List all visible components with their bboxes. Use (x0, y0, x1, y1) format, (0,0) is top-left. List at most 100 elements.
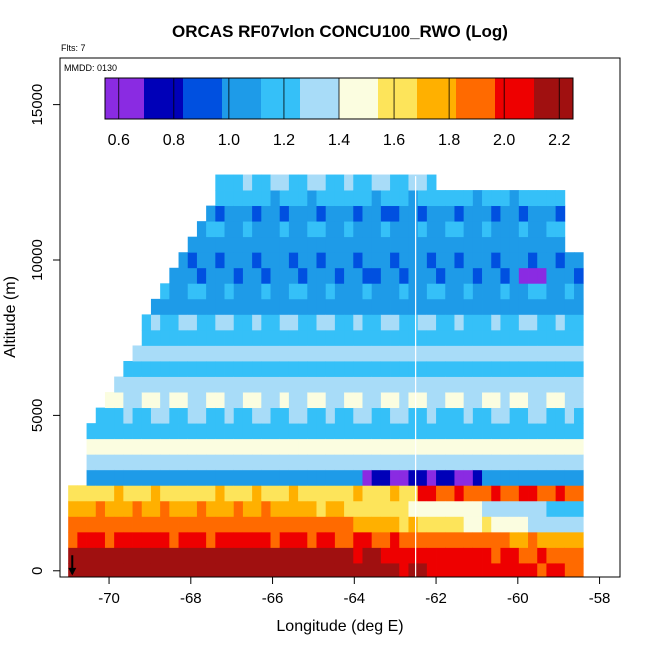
heatmap-cell (528, 190, 538, 207)
heatmap-cell (206, 438, 216, 455)
colorbar-tick-label: 2.0 (493, 132, 515, 149)
heatmap-cell (178, 500, 189, 517)
heatmap-cell (371, 329, 382, 346)
heatmap-cell (362, 438, 373, 455)
heatmap-cell (123, 563, 133, 577)
heatmap-cell (206, 376, 216, 393)
heatmap-cell (307, 392, 317, 409)
heatmap-cell (426, 500, 437, 517)
colorbar-tick-label: 0.8 (163, 132, 185, 149)
heatmap-cell (408, 392, 419, 409)
heatmap-cell (454, 392, 465, 409)
heatmap-cell (417, 516, 428, 533)
heatmap-cell (362, 485, 373, 502)
heatmap-cell (371, 485, 382, 502)
heatmap-cell (316, 221, 327, 238)
heatmap-cell (528, 236, 538, 253)
heatmap-cell (564, 361, 575, 377)
heatmap-cell (86, 500, 97, 517)
heatmap-cell (380, 329, 391, 346)
heatmap-cell (408, 407, 419, 424)
heatmap-cell (472, 423, 483, 440)
heatmap-cell (537, 221, 547, 238)
heatmap-cell (242, 407, 253, 424)
heatmap-cell (353, 500, 363, 517)
heatmap-cell (178, 376, 189, 393)
heatmap-cell (454, 314, 465, 331)
heatmap-cell (417, 329, 428, 346)
heatmap-cell (334, 516, 345, 533)
heatmap-cell (160, 345, 170, 362)
heatmap-cell (261, 252, 271, 269)
heatmap-cell (454, 438, 465, 455)
heatmap-cell (537, 283, 547, 300)
heatmap-cell (371, 454, 382, 471)
heatmap-cell (390, 221, 400, 238)
heatmap-cell (491, 252, 501, 269)
heatmap-cell (390, 314, 400, 331)
heatmap-cell (509, 205, 520, 222)
heatmap-cell (150, 376, 161, 393)
heatmap-cell (463, 236, 474, 253)
heatmap-cell (463, 407, 474, 424)
heatmap-cell (178, 485, 189, 502)
heatmap-cell (325, 438, 336, 455)
heatmap-cell (417, 205, 428, 222)
heatmap-cell (316, 438, 327, 455)
heatmap-cell (426, 469, 437, 486)
heatmap-cell (564, 314, 575, 331)
heatmap-cell (132, 438, 143, 455)
heatmap-cell (316, 547, 327, 564)
heatmap-cell (518, 516, 529, 533)
heatmap-cell (417, 267, 428, 284)
heatmap-cell (334, 563, 345, 577)
heatmap-cell (325, 174, 336, 191)
heatmap-cell (344, 174, 354, 191)
chart-title: ORCAS RF07vlon CONCU100_RWO (Log) (172, 22, 508, 41)
heatmap-cell (380, 174, 391, 191)
heatmap-cell (344, 283, 354, 300)
heatmap-cell (472, 345, 483, 362)
heatmap-cell (417, 438, 428, 455)
heatmap-cell (104, 547, 115, 564)
heatmap-cell (196, 407, 207, 424)
heatmap-cell (371, 283, 382, 300)
heatmap-cell (491, 547, 501, 564)
heatmap-cell (518, 314, 529, 331)
heatmap-cell (288, 174, 299, 191)
heatmap-cell (353, 563, 363, 577)
heatmap-cell (445, 485, 455, 502)
heatmap-cell (528, 563, 538, 577)
heatmap-cell (252, 252, 262, 269)
heatmap-cell (206, 298, 216, 315)
heatmap-cell (353, 221, 363, 238)
x-tick-label: -66 (262, 590, 284, 607)
heatmap-cell (325, 407, 336, 424)
heatmap-cell (307, 531, 317, 548)
heatmap-cell (270, 547, 281, 564)
heatmap-cell (454, 267, 465, 284)
heatmap-cell (426, 298, 437, 315)
heatmap-cell (114, 500, 124, 517)
heatmap-cell (454, 329, 465, 346)
heatmap-cell (334, 361, 345, 377)
heatmap-cell (564, 500, 575, 517)
heatmap-cell (298, 563, 308, 577)
heatmap-cell (261, 563, 271, 577)
heatmap-cell (215, 563, 225, 577)
heatmap-cell (491, 221, 501, 238)
heatmap-cell (160, 454, 170, 471)
heatmap-cell (454, 500, 465, 517)
heatmap-cell (77, 485, 87, 502)
heatmap-cell (141, 438, 152, 455)
heatmap-cell (252, 376, 262, 393)
heatmap-cell (104, 469, 115, 486)
heatmap-cell (445, 314, 455, 331)
heatmap-cell (564, 469, 575, 486)
heatmap-cell (242, 283, 253, 300)
heatmap-cell (270, 174, 281, 191)
heatmap-cell (132, 469, 143, 486)
heatmap-cell (362, 314, 373, 331)
heatmap-cell (196, 423, 207, 440)
heatmap-cell (242, 469, 253, 486)
